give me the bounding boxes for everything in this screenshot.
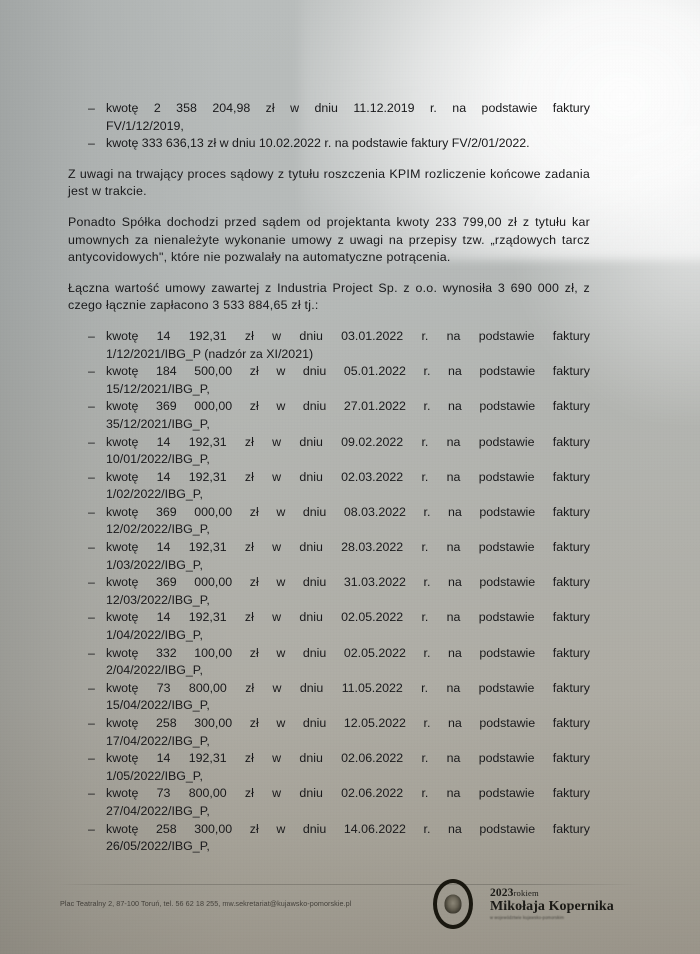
table-row: – kwotę 14 192,31 zł w dniu 02.03.2022 r… bbox=[68, 469, 590, 504]
table-row: – kwotę 369 000,00 zł w dniu 31.03.2022 … bbox=[68, 574, 590, 609]
table-row: – kwotę 14 192,31 zł w dniu 28.03.2022 r… bbox=[68, 539, 590, 574]
list-dash: – bbox=[88, 575, 95, 590]
photo-glare-secondary bbox=[520, 120, 700, 420]
list-dash: – bbox=[88, 328, 95, 343]
payment-amount-line: kwotę 258 300,00 zł w dniu 14.06.2022 r.… bbox=[106, 821, 590, 836]
top-payment-list: – kwotę 2 358 204,98 zł w dniu 11.12.201… bbox=[68, 100, 590, 153]
payment-amount-line: kwotę 14 192,31 zł w dniu 03.01.2022 r. … bbox=[106, 328, 590, 343]
payment-amount-line: kwotę 369 000,00 zł w dniu 31.03.2022 r.… bbox=[106, 575, 590, 590]
table-row: – kwotę 369 000,00 zł w dniu 08.03.2022 … bbox=[68, 504, 590, 539]
payment-invoice-line: 1/12/2021/IBG_P (nadzór za XI/2021) bbox=[106, 346, 314, 361]
payment-amount-line: kwotę 14 192,31 zł w dniu 02.06.2022 r. … bbox=[106, 751, 590, 766]
payment-invoice-line: 1/04/2022/IBG_P, bbox=[106, 628, 203, 643]
logo-year: 2023 bbox=[490, 887, 514, 899]
payment-list: – kwotę 14 192,31 zł w dniu 03.01.2022 r… bbox=[68, 328, 590, 856]
paper-shadow-bottom bbox=[0, 694, 700, 954]
logo-name: Mikołaja Kopernika bbox=[490, 899, 614, 914]
table-row: – kwotę 73 800,00 zł w dniu 02.06.2022 r… bbox=[68, 785, 590, 820]
payment-invoice-line: 10/01/2022/IBG_P, bbox=[106, 452, 210, 467]
payment-amount-line: kwotę 184 500,00 zł w dniu 05.01.2022 r.… bbox=[106, 364, 590, 379]
payment-amount-line: kwotę 369 000,00 zł w dniu 08.03.2022 r.… bbox=[106, 504, 590, 519]
payment-invoice-line: 15/12/2021/IBG_P, bbox=[106, 381, 210, 396]
table-row: – kwotę 258 300,00 zł w dniu 14.06.2022 … bbox=[68, 821, 590, 856]
table-row: – kwotę 332 100,00 zł w dniu 02.05.2022 … bbox=[68, 645, 590, 680]
list-dash: – bbox=[88, 680, 95, 695]
list-dash: – bbox=[88, 610, 95, 625]
table-row: – kwotę 14 192,31 zł w dniu 02.05.2022 r… bbox=[68, 609, 590, 644]
paper-shadow-left bbox=[0, 0, 230, 954]
payment-amount-line: kwotę 14 192,31 zł w dniu 28.03.2022 r. … bbox=[106, 540, 590, 555]
payment-amount-line: kwotę 369 000,00 zł w dniu 27.01.2022 r.… bbox=[106, 399, 590, 414]
seal-core bbox=[444, 894, 462, 914]
payment-invoice-line: 26/05/2022/IBG_P, bbox=[106, 839, 210, 854]
table-row: – kwotę 184 500,00 zł w dniu 05.01.2022 … bbox=[68, 363, 590, 398]
list-dash: – bbox=[88, 540, 95, 555]
payment-invoice-line: 17/04/2022/IBG_P, bbox=[106, 733, 210, 748]
payment-amount-line: kwotę 332 100,00 zł w dniu 02.05.2022 r.… bbox=[106, 645, 590, 660]
payment-invoice-line: 15/04/2022/IBG_P, bbox=[106, 698, 210, 713]
list-dash: – bbox=[88, 645, 95, 660]
list-dash: – bbox=[88, 821, 95, 836]
footer-divider bbox=[58, 884, 642, 885]
list-dash: – bbox=[88, 786, 95, 801]
payment-amount-line: kwotę 14 192,31 zł w dniu 02.05.2022 r. … bbox=[106, 610, 590, 625]
copernicus-seal-icon bbox=[425, 876, 481, 932]
table-row: – kwotę 14 192,31 zł w dniu 02.06.2022 r… bbox=[68, 750, 590, 785]
logo-year-line: 2023rokiem bbox=[490, 887, 614, 899]
list-item: – kwotę 2 358 204,98 zł w dniu 11.12.201… bbox=[68, 100, 590, 135]
paragraph-kpim: Z uwagi na trwający proces sądowy z tytu… bbox=[68, 166, 590, 199]
payment-amount-line: kwotę 73 800,00 zł w dniu 11.05.2022 r. … bbox=[106, 680, 590, 695]
list-dash: – bbox=[88, 751, 95, 766]
payment-invoice-line: 2/04/2022/IBG_P, bbox=[106, 663, 203, 678]
list-dash: – bbox=[88, 716, 95, 730]
list-dash: – bbox=[88, 504, 95, 519]
payment-amount-line: kwotę 14 192,31 zł w dniu 02.03.2022 r. … bbox=[106, 469, 590, 484]
payment-invoice-line: 12/02/2022/IBG_P, bbox=[106, 522, 210, 537]
table-row: – kwotę 14 192,31 zł w dniu 09.02.2022 r… bbox=[68, 434, 590, 469]
table-row: – kwotę 73 800,00 zł w dniu 11.05.2022 r… bbox=[68, 680, 590, 715]
list-item-line-2: FV/1/12/2019, bbox=[106, 118, 184, 133]
table-row: – kwotę 14 192,31 zł w dniu 03.01.2022 r… bbox=[68, 328, 590, 363]
payment-invoice-line: 35/12/2021/IBG_P, bbox=[106, 416, 210, 431]
list-dash: – bbox=[88, 101, 95, 115]
payment-invoice-line: 27/04/2022/IBG_P, bbox=[106, 803, 210, 818]
list-item-line-1: kwotę 333 636,13 zł w dniu 10.02.2022 r.… bbox=[106, 136, 530, 151]
payment-amount-line: kwotę 73 800,00 zł w dniu 02.06.2022 r. … bbox=[106, 786, 590, 801]
list-dash: – bbox=[88, 469, 95, 484]
payment-invoice-line: 1/05/2022/IBG_P, bbox=[106, 768, 203, 783]
payment-amount-line: kwotę 258 300,00 zł w dniu 12.05.2022 r.… bbox=[106, 716, 590, 730]
list-dash: – bbox=[88, 399, 95, 414]
table-row: – kwotę 258 300,00 zł w dniu 12.05.2022 … bbox=[68, 715, 590, 750]
payment-amount-line: kwotę 14 192,31 zł w dniu 09.02.2022 r. … bbox=[106, 434, 590, 449]
paragraph-contract-value: Łączna wartość umowy zawartej z Industri… bbox=[68, 280, 590, 313]
logo-text-block: 2023rokiem Mikołaja Kopernika w wojewódz… bbox=[490, 887, 614, 921]
footer-contact-line: Plac Teatralny 2, 87-100 Toruń, tel. 56 … bbox=[60, 899, 352, 908]
payment-invoice-line: 1/03/2022/IBG_P, bbox=[106, 557, 203, 572]
logo-subtitle: w województwie kujawsko-pomorskim bbox=[490, 915, 565, 920]
document-body: – kwotę 2 358 204,98 zł w dniu 11.12.201… bbox=[68, 100, 590, 869]
payment-invoice-line: 12/03/2022/IBG_P, bbox=[106, 592, 210, 607]
list-dash: – bbox=[88, 434, 95, 449]
list-dash: – bbox=[88, 136, 95, 151]
table-row: – kwotę 369 000,00 zł w dniu 27.01.2022 … bbox=[68, 398, 590, 433]
paragraph-penalties: Ponadto Spółka dochodzi przed sądem od p… bbox=[68, 214, 590, 265]
payment-invoice-line: 1/02/2022/IBG_P, bbox=[106, 487, 203, 502]
footer-logo: 2023rokiem Mikołaja Kopernika w wojewódz… bbox=[425, 876, 614, 932]
list-item-line-1: kwotę 2 358 204,98 zł w dniu 11.12.2019 … bbox=[106, 101, 590, 115]
list-item: – kwotę 333 636,13 zł w dniu 10.02.2022 … bbox=[68, 135, 590, 153]
logo-year-suffix: rokiem bbox=[513, 888, 539, 898]
list-dash: – bbox=[88, 364, 95, 379]
